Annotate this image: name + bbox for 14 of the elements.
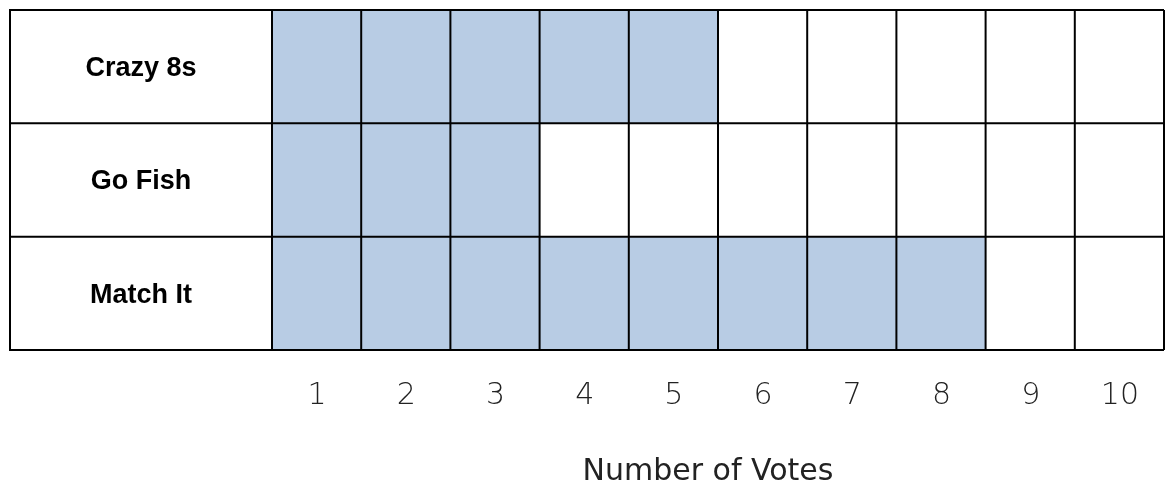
x-tick-label: 8 bbox=[931, 376, 952, 412]
x-tick-label: 4 bbox=[575, 376, 595, 412]
x-tick-label: 2 bbox=[396, 376, 416, 412]
x-tick-label: 10 bbox=[1100, 376, 1139, 412]
y-tick-label: Go Fish bbox=[90, 165, 192, 196]
y-tick-label: Crazy 8s bbox=[85, 52, 197, 83]
x-tick-label: 5 bbox=[664, 376, 684, 412]
x-tick-label: 7 bbox=[842, 376, 862, 412]
x-tick-label: 6 bbox=[753, 376, 773, 412]
x-tick-label: 3 bbox=[485, 376, 506, 412]
x-tick-label: 9 bbox=[1021, 376, 1041, 412]
x-tick-label: 1 bbox=[307, 376, 327, 412]
y-tick-label: Match It bbox=[89, 278, 193, 309]
x-axis-title: Number of Votes bbox=[582, 452, 834, 487]
